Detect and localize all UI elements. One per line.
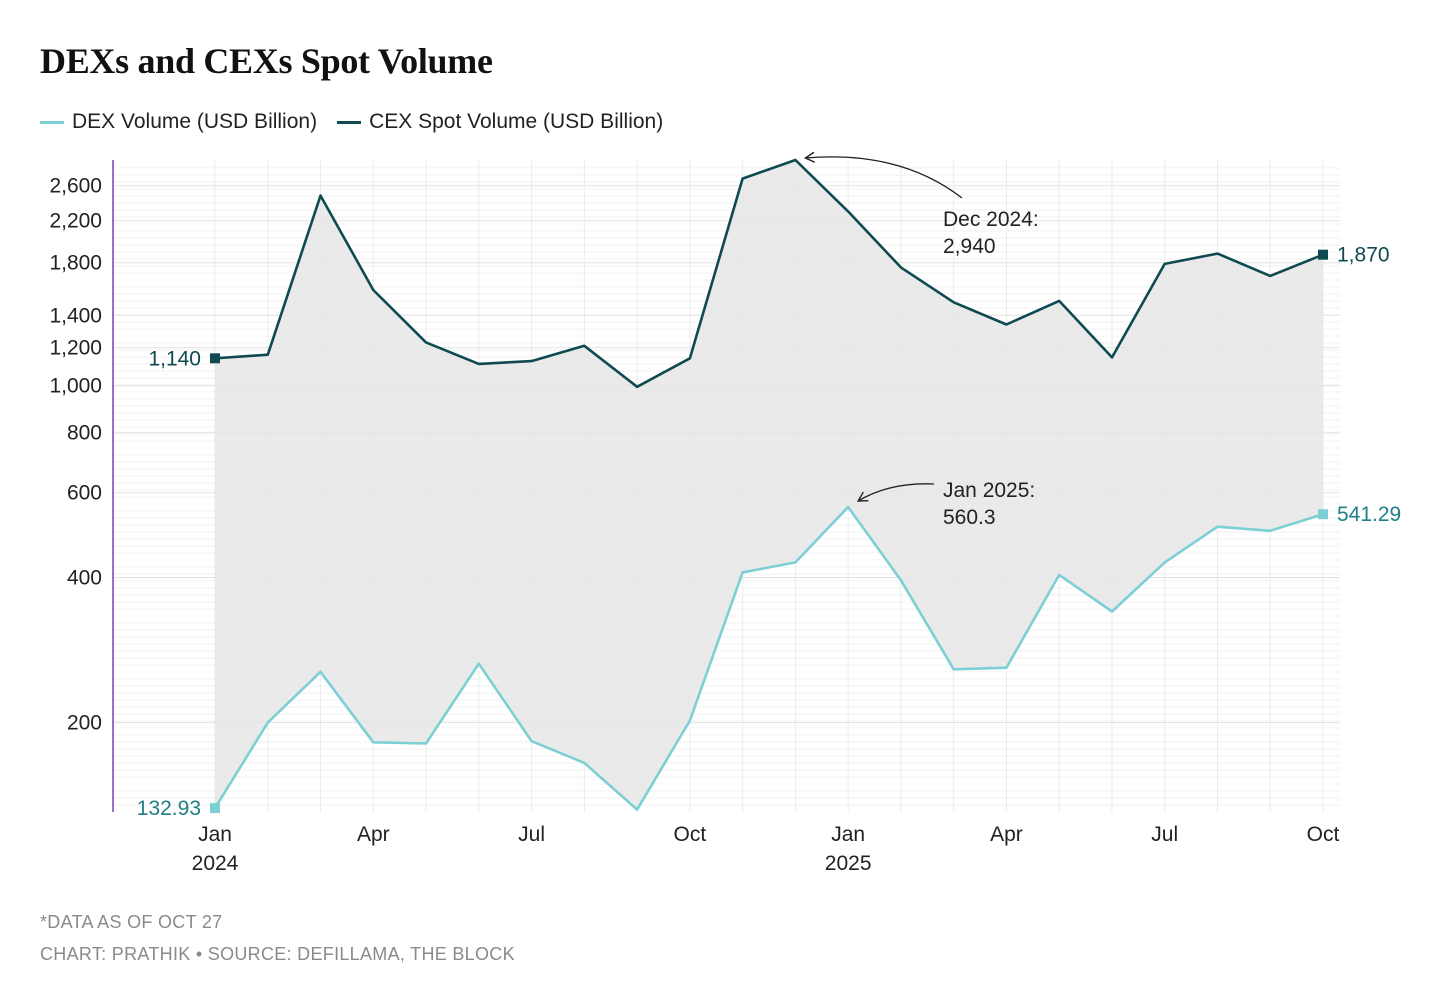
- dex-data-point: [845, 504, 851, 510]
- y-tick-label: 200: [67, 712, 102, 735]
- cex-data-point: [1214, 251, 1220, 257]
- chart-title: DEXs and CEXs Spot Volume: [40, 41, 493, 81]
- cex-data-point: [845, 208, 851, 214]
- legend-swatch-dex: [40, 120, 64, 124]
- dex-data-point: [898, 577, 904, 583]
- dex-data-point: [951, 666, 957, 672]
- dex-data-point: [740, 569, 746, 575]
- legend-item-cex: CEX Spot Volume (USD Billion): [337, 110, 663, 134]
- annotation-label: Dec 2024:: [943, 208, 1039, 231]
- x-tick-label: Jan: [198, 823, 232, 846]
- legend-item-dex: DEX Volume (USD Billion): [40, 110, 317, 134]
- dex-data-point: [1056, 572, 1062, 578]
- y-tick-label: 2,200: [49, 210, 102, 233]
- cex-data-point: [1162, 261, 1168, 267]
- dex-data-point: [265, 720, 271, 726]
- legend-label-dex: DEX Volume (USD Billion): [72, 110, 318, 133]
- y-tick-label: 400: [67, 567, 102, 590]
- annotation-value: 2,940: [943, 235, 996, 258]
- y-tick-label: 1,000: [49, 375, 102, 398]
- x-tick-label: Oct: [674, 823, 707, 846]
- cex-data-point: [634, 384, 640, 390]
- dex-data-point: [1214, 524, 1220, 530]
- dex-start-marker: [210, 803, 220, 814]
- y-tick-label: 1,400: [49, 304, 102, 327]
- legend-swatch-cex: [337, 120, 362, 124]
- cex-data-point: [529, 358, 535, 364]
- cex-start-label: 1,140: [148, 347, 201, 370]
- cex-start-marker: [210, 353, 220, 364]
- cex-data-point: [370, 287, 376, 293]
- x-tick-label: Apr: [357, 823, 390, 846]
- cex-data-point: [476, 361, 482, 367]
- cex-data-point: [423, 339, 429, 345]
- x-tick-label: Oct: [1307, 823, 1340, 846]
- dex-data-point: [423, 741, 429, 747]
- cex-end-label: 1,870: [1337, 244, 1390, 267]
- cex-data-point: [1267, 273, 1273, 279]
- x-tick-label: Jul: [518, 823, 545, 846]
- x-tick-label: Apr: [990, 823, 1023, 846]
- dex-end-label: 541.29: [1337, 503, 1401, 526]
- dex-data-point: [1003, 665, 1009, 671]
- cex-data-point: [265, 352, 271, 358]
- dex-data-point: [1162, 559, 1168, 565]
- cex-data-point: [1003, 321, 1009, 327]
- dex-data-point: [1267, 528, 1273, 534]
- cex-data-point: [1056, 298, 1062, 304]
- x-tick-year-label: 2024: [192, 852, 239, 875]
- x-tick-label: Jan: [831, 823, 865, 846]
- dex-data-point: [318, 669, 324, 675]
- y-tick-label: 2,600: [49, 175, 102, 198]
- dex-data-point: [687, 718, 693, 724]
- legend: DEX Volume (USD Billion) CEX Spot Volume…: [40, 110, 663, 134]
- cex-end-marker: [1318, 249, 1328, 260]
- cex-data-point: [951, 299, 957, 305]
- x-tick-label: Jul: [1151, 823, 1178, 846]
- dex-data-point: [1109, 609, 1115, 615]
- dex-series-line: [213, 505, 1324, 811]
- dex-data-point: [792, 559, 798, 565]
- dex-data-point: [476, 661, 482, 667]
- cex-data-point: [740, 176, 746, 182]
- dex-data-point: [581, 760, 587, 766]
- cex-data-point: [318, 193, 324, 199]
- footnote-data-date: *DATA AS OF OCT 27: [40, 912, 223, 932]
- dex-start-label: 132.93: [137, 797, 201, 820]
- dex-data-point: [529, 738, 535, 744]
- cex-data-point: [1109, 354, 1115, 360]
- cex-data-point: [581, 343, 587, 349]
- dex-data-point: [370, 739, 376, 745]
- y-tick-label: 600: [67, 482, 102, 505]
- legend-label-cex: CEX Spot Volume (USD Billion): [369, 110, 664, 133]
- annotation-arrow: [856, 483, 935, 502]
- x-tick-year-label: 2025: [825, 852, 872, 875]
- y-tick-label: 1,800: [49, 252, 102, 275]
- cex-series-line: [214, 158, 1324, 389]
- cex-data-point: [687, 355, 693, 361]
- dex-end-marker: [1318, 509, 1328, 520]
- annotation-value: 560.3: [943, 506, 996, 529]
- cex-data-point: [792, 157, 798, 163]
- footnote-credit: CHART: PRATHIK • SOURCE: DEFILLAMA, THE …: [40, 944, 515, 964]
- annotation-label: Jan 2025:: [943, 479, 1035, 502]
- cex-data-point: [898, 264, 904, 270]
- dex-data-point: [634, 807, 640, 813]
- y-tick-label: 800: [67, 421, 102, 444]
- fill-between-area: [215, 160, 1323, 810]
- y-tick-label: 1,200: [49, 337, 102, 360]
- annotation-arrow: [803, 151, 963, 199]
